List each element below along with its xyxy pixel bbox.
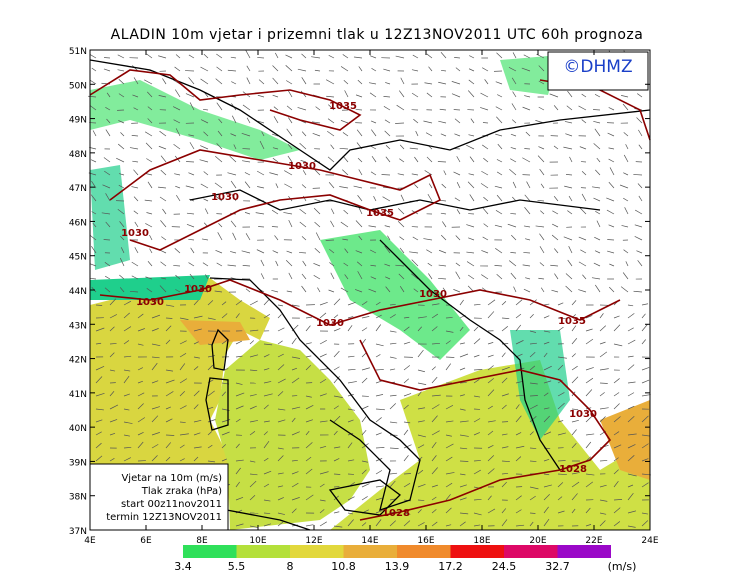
lat-label: 45N xyxy=(69,253,87,263)
colorbar-swatch xyxy=(504,545,558,558)
lat-label: 49N xyxy=(69,116,87,126)
lat-label: 48N xyxy=(69,150,87,160)
info-line: start 00z11nov2011 xyxy=(121,499,222,510)
colorbar-label: 5.5 xyxy=(228,560,246,573)
lat-label: 47N xyxy=(69,184,87,194)
colorbar-label: 3.4 xyxy=(174,560,192,573)
colorbar-label: 8 xyxy=(287,560,294,573)
lon-label: 22E xyxy=(585,536,602,546)
colorbar-swatch xyxy=(451,545,505,558)
colorbar-swatch xyxy=(183,545,237,558)
lon-label: 10E xyxy=(249,536,266,546)
isobar-label: 1028 xyxy=(559,464,587,475)
lat-label: 39N xyxy=(69,458,87,468)
lon-label: 20E xyxy=(529,536,546,546)
isobar-label: 1030 xyxy=(569,409,597,420)
isobar-label: 1035 xyxy=(329,101,357,112)
colorbar-label: 13.9 xyxy=(385,560,410,573)
colorbar-unit: (m/s) xyxy=(608,560,637,573)
isobar-label: 1030 xyxy=(136,297,164,308)
lat-label: 46N xyxy=(69,218,87,228)
colorbar-swatch xyxy=(290,545,344,558)
isobar-label: 1030 xyxy=(288,161,316,172)
wind-arrow xyxy=(530,513,535,514)
colorbar-label: 17.2 xyxy=(438,560,463,573)
isobar-label: 1028 xyxy=(382,508,410,519)
lon-label: 8E xyxy=(196,536,208,546)
lat-label: 40N xyxy=(69,424,87,434)
lat-label: 43N xyxy=(69,321,87,331)
isobar-label: 1035 xyxy=(558,316,586,327)
colorbar-label: 32.7 xyxy=(545,560,570,573)
lat-label: 41N xyxy=(69,390,87,400)
isobar-label: 1030 xyxy=(419,289,447,300)
info-line: termin 12Z13NOV2011 xyxy=(106,512,222,523)
lat-label: 44N xyxy=(69,287,87,297)
lat-label: 51N xyxy=(69,47,87,57)
colorbar-swatch xyxy=(237,545,291,558)
lon-label: 6E xyxy=(140,536,152,546)
lon-label: 4E xyxy=(84,536,96,546)
isobar-label: 1030 xyxy=(211,192,239,203)
colorbar-label: 24.5 xyxy=(492,560,517,573)
info-line: Vjetar na 10m (m/s) xyxy=(121,473,222,484)
colorbar-swatch xyxy=(558,545,612,558)
colorbar-swatch xyxy=(397,545,451,558)
lon-label: 24E xyxy=(641,536,658,546)
info-line: Tlak zraka (hPa) xyxy=(141,486,222,497)
isobar-label: 1030 xyxy=(121,228,149,239)
isobar-label: 1030 xyxy=(316,318,344,329)
lat-label: 38N xyxy=(69,493,87,503)
colorbar-label: 10.8 xyxy=(331,560,356,573)
lon-label: 16E xyxy=(417,536,434,546)
isobar-label: 1030 xyxy=(184,284,212,295)
colorbar: 3.4 5.5 8 10.8 13.9 17.2 24.5 32.7 (m/s) xyxy=(174,545,636,573)
logo: ©DHMZ xyxy=(563,57,632,77)
isobar-label: 1035 xyxy=(366,208,394,219)
lat-label: 42N xyxy=(69,356,87,366)
lat-label: 50N xyxy=(69,81,87,91)
colorbar-swatch xyxy=(344,545,398,558)
lon-label: 12E xyxy=(305,536,322,546)
title: ALADIN 10m vjetar i prizemni tlak u 12Z1… xyxy=(111,27,644,43)
lon-label: 18E xyxy=(473,536,490,546)
lon-label: 14E xyxy=(361,536,378,546)
